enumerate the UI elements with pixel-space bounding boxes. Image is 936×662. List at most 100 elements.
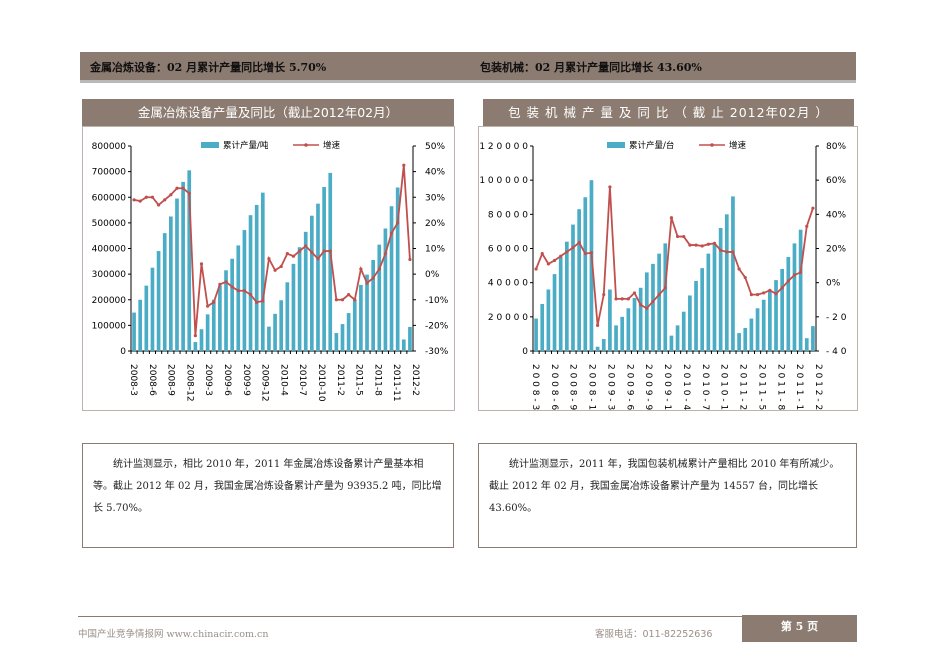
bar bbox=[144, 285, 149, 351]
legend-bar-label: 累计产量/台 bbox=[629, 140, 674, 151]
bar bbox=[383, 228, 388, 351]
x-tick-label: 2009-9 bbox=[241, 364, 251, 396]
growth-point bbox=[565, 250, 569, 254]
growth-point bbox=[743, 275, 747, 280]
y2-tick-label: 60% bbox=[826, 176, 846, 186]
y-tick-label: 2 0 0 0 0 bbox=[488, 313, 528, 323]
growth-point bbox=[156, 203, 161, 207]
growth-point bbox=[340, 298, 345, 302]
growth-point bbox=[163, 198, 167, 202]
growth-point bbox=[762, 291, 766, 295]
growth-point bbox=[396, 221, 400, 225]
growth-point bbox=[261, 299, 265, 303]
y-tick-label: 600000 bbox=[92, 193, 127, 203]
bar bbox=[211, 299, 216, 351]
legend-line-marker bbox=[304, 143, 308, 147]
bar bbox=[156, 251, 161, 351]
growth-point bbox=[645, 306, 649, 310]
bar bbox=[786, 257, 791, 351]
growth-point bbox=[144, 195, 148, 199]
y-tick-label: 1 0 0 0 0 0 bbox=[479, 176, 528, 186]
bar bbox=[297, 247, 302, 351]
bar bbox=[737, 333, 741, 351]
y-tick-label: 0 bbox=[120, 347, 126, 357]
x-tick-label: 2008-6 bbox=[147, 364, 157, 396]
growth-point bbox=[749, 293, 754, 297]
bar bbox=[346, 313, 351, 351]
y2-tick-label: 80% bbox=[826, 142, 846, 152]
growth-point bbox=[583, 252, 587, 256]
growth-point bbox=[175, 186, 179, 190]
growth-point bbox=[212, 300, 216, 304]
growth-point bbox=[377, 267, 381, 271]
bar bbox=[780, 269, 785, 351]
growth-point bbox=[700, 244, 704, 248]
growth-point bbox=[353, 298, 357, 302]
bar bbox=[681, 311, 686, 351]
y2-tick-label: 50% bbox=[425, 142, 445, 152]
growth-point bbox=[169, 193, 173, 197]
growth-point bbox=[279, 264, 283, 269]
bar bbox=[303, 231, 308, 351]
bar bbox=[199, 329, 204, 351]
growth-point bbox=[811, 206, 815, 210]
x-tick-label: 2 0 0 8 - 1 bbox=[587, 364, 597, 410]
growth-point bbox=[675, 234, 680, 239]
bar bbox=[248, 215, 253, 351]
growth-line bbox=[133, 165, 411, 336]
growth-point bbox=[199, 262, 204, 266]
growth-point bbox=[755, 293, 760, 297]
footer-phone: 客服电话：011-82252636 bbox=[595, 629, 713, 640]
bar bbox=[761, 299, 766, 351]
bar bbox=[162, 233, 167, 351]
bar bbox=[316, 203, 320, 351]
growth-point bbox=[786, 279, 790, 283]
growth-point bbox=[310, 250, 314, 254]
x-tick-label: 2 0 0 8 - 9 bbox=[568, 364, 578, 410]
y-tick-label: 6 0 0 0 0 bbox=[488, 245, 528, 255]
bar bbox=[279, 300, 284, 351]
growth-point bbox=[218, 282, 222, 286]
x-tick-label: 2010-7 bbox=[297, 364, 307, 396]
bar bbox=[571, 224, 575, 351]
x-tick-label: 2 0 0 9 - 9 bbox=[643, 364, 653, 410]
bar bbox=[712, 243, 717, 351]
growth-point bbox=[255, 300, 259, 304]
growth-point bbox=[768, 288, 772, 292]
bar bbox=[540, 304, 545, 351]
bar bbox=[267, 326, 271, 351]
x-tick-label: 2011-2 bbox=[335, 364, 345, 396]
x-tick-label: 2 0 1 0 - 7 bbox=[700, 364, 710, 410]
growth-point bbox=[589, 251, 594, 255]
bar bbox=[187, 170, 192, 351]
bar bbox=[626, 308, 631, 351]
growth-point bbox=[334, 298, 338, 302]
growth-point bbox=[540, 252, 544, 256]
bar bbox=[408, 326, 412, 351]
x-tick-label: 2011-5 bbox=[354, 364, 364, 396]
y2-tick-label: 40% bbox=[425, 168, 445, 178]
growth-point bbox=[291, 254, 296, 258]
growth-point bbox=[383, 252, 388, 256]
growth-point bbox=[657, 293, 661, 297]
footer-divider bbox=[78, 616, 742, 617]
y-tick-label: 100000 bbox=[92, 321, 127, 331]
x-tick-label: 2011-8 bbox=[372, 364, 382, 396]
bar bbox=[352, 299, 357, 351]
growth-point bbox=[150, 195, 155, 199]
bar bbox=[675, 325, 680, 351]
growth-point bbox=[359, 267, 363, 271]
growth-point bbox=[712, 241, 717, 245]
x-tick-label: 2 0 1 1 - 2 bbox=[738, 364, 748, 410]
y2-tick-label: 20% bbox=[826, 245, 846, 255]
bar bbox=[401, 339, 406, 351]
bar bbox=[595, 346, 600, 351]
growth-point bbox=[408, 257, 412, 262]
x-tick-label: 2 0 0 9 - 1 bbox=[662, 364, 672, 410]
text-left: 统计监测显示，相比 2010 年，2011 年金属冶炼设备累计产量基本相等。截止… bbox=[82, 443, 454, 548]
bar bbox=[589, 180, 594, 351]
growth-point bbox=[799, 270, 803, 275]
bar bbox=[254, 204, 259, 351]
bar bbox=[774, 280, 778, 351]
x-tick-label: 2 0 0 8 - 3 bbox=[530, 364, 540, 410]
